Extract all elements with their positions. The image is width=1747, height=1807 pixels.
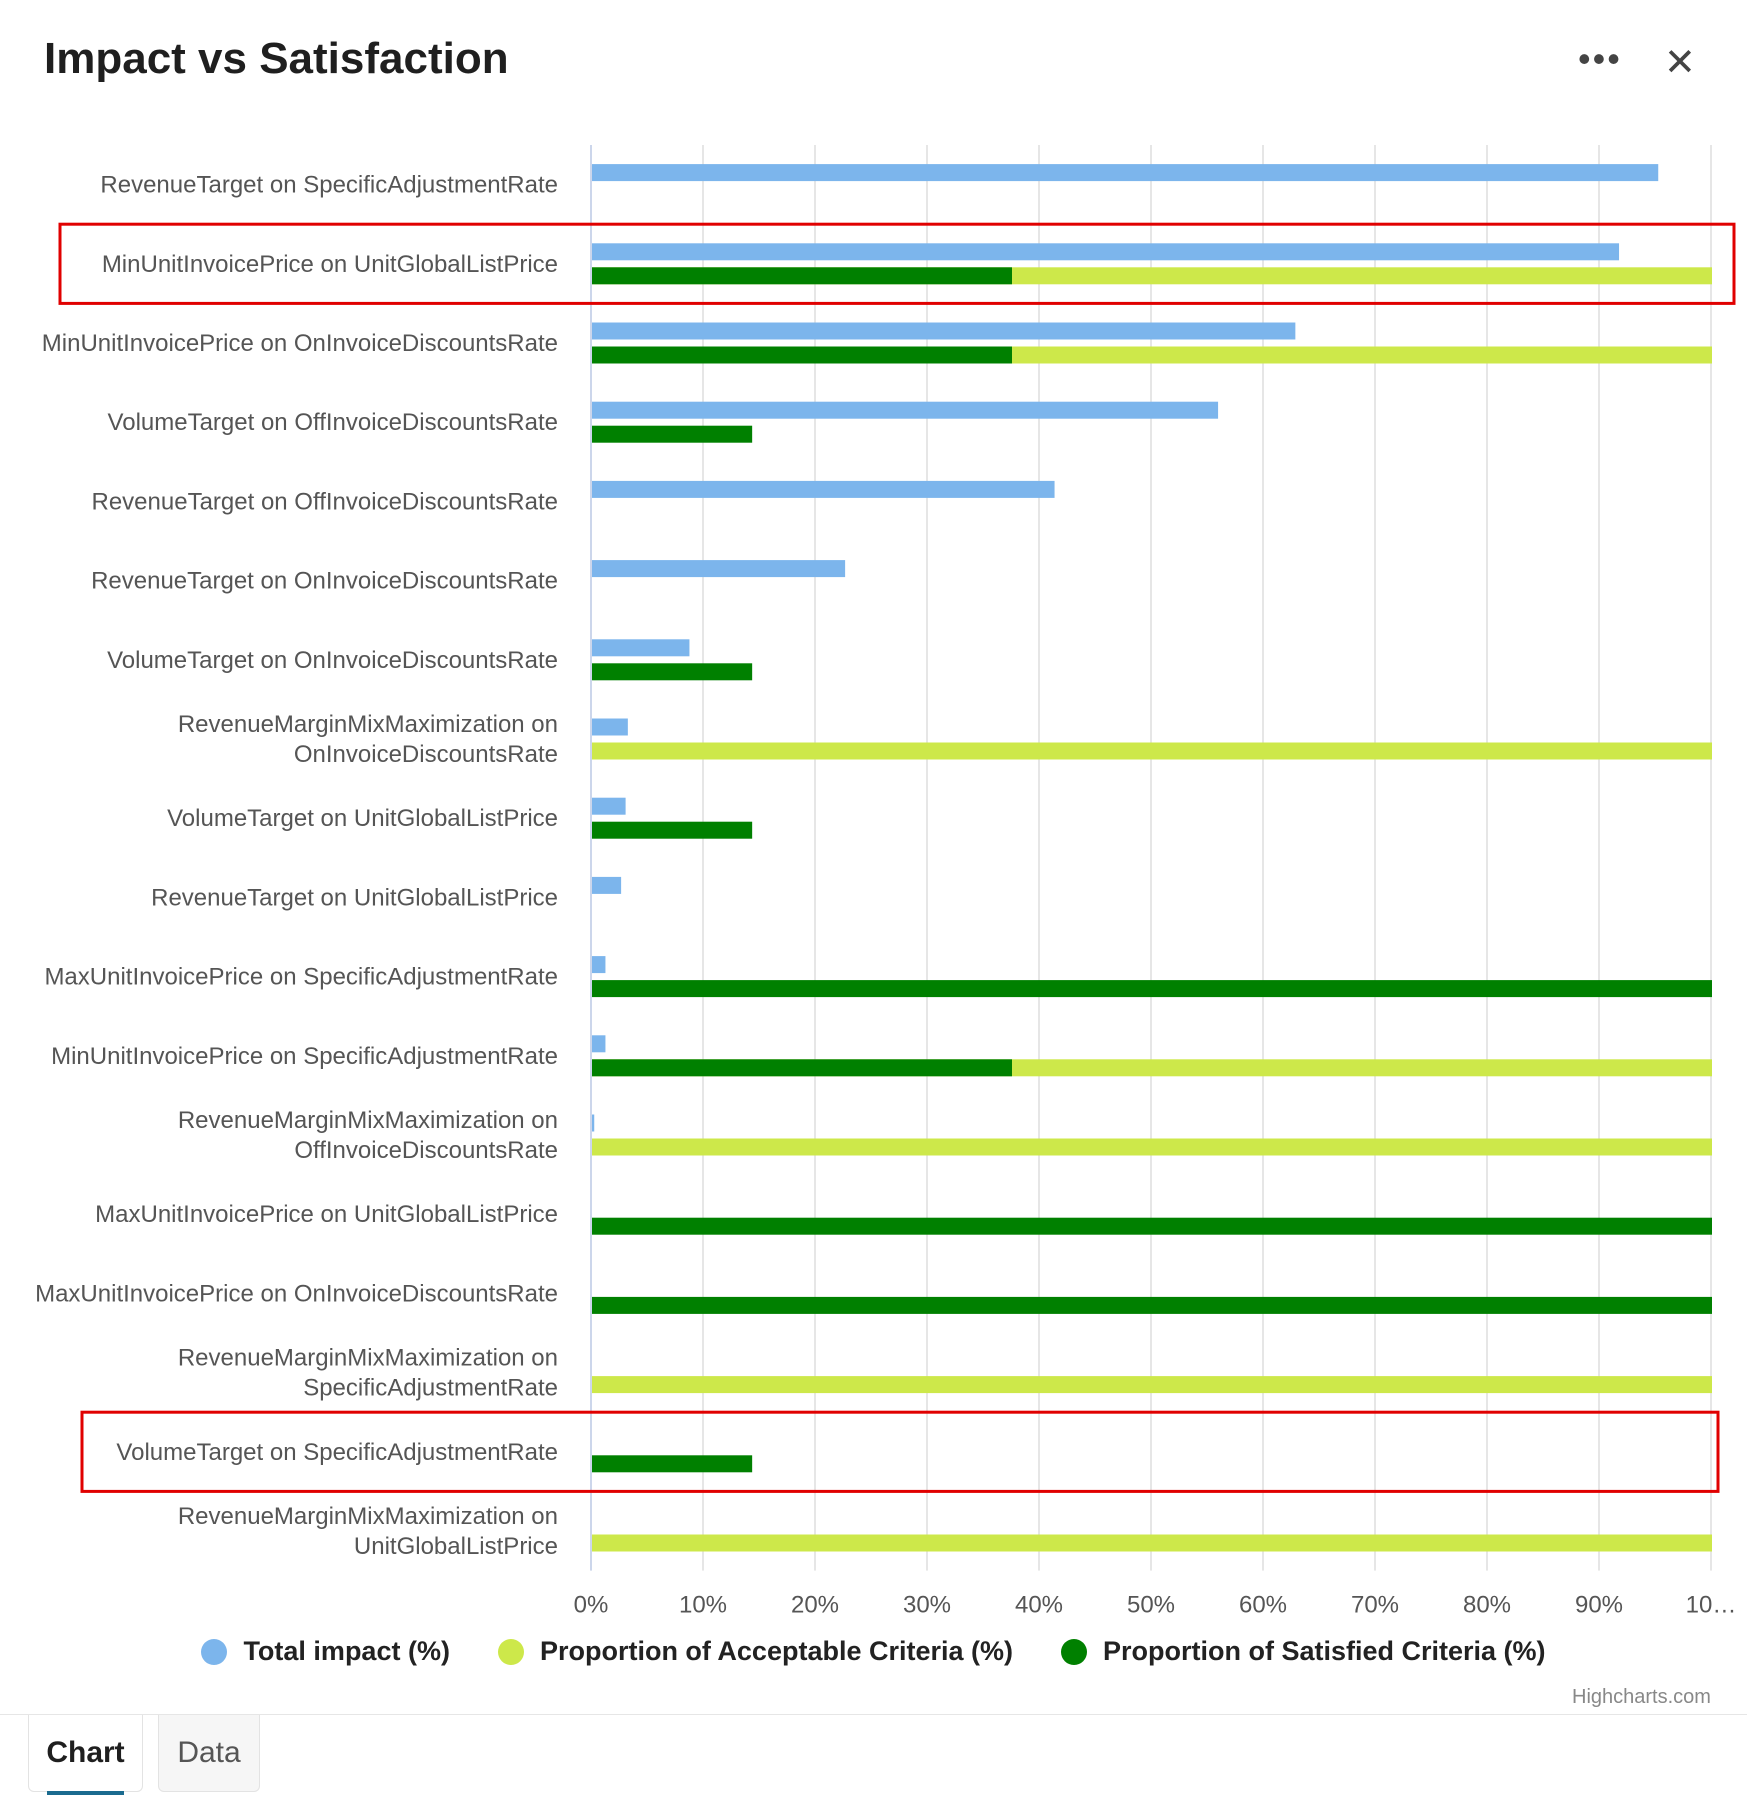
- bar-acceptable-criteria: [592, 1534, 1712, 1552]
- x-tick-label: 60%: [1239, 1592, 1287, 1619]
- legend-label: Total impact (%): [243, 1636, 450, 1666]
- category-label: RevenueMarginMixMaximization on: [178, 711, 558, 738]
- bar-acceptable-criteria: [592, 742, 1712, 760]
- category-label: UnitGlobalListPrice: [354, 1533, 558, 1560]
- bar-satisfied-criteria: [592, 821, 753, 839]
- bar-total-impact: [592, 1035, 606, 1053]
- category-label: VolumeTarget on UnitGlobalListPrice: [167, 805, 558, 832]
- highcharts-credit[interactable]: Highcharts.com: [1572, 1686, 1711, 1708]
- more-options-icon[interactable]: •••: [1578, 38, 1622, 79]
- category-label: MaxUnitInvoicePrice on UnitGlobalListPri…: [95, 1201, 558, 1228]
- legend-marker-total-impact: [201, 1638, 228, 1665]
- chart-legend: Total impact (%) Proportion of Acceptabl…: [0, 1636, 1747, 1667]
- x-tick-label: 80%: [1463, 1592, 1511, 1619]
- category-label: MaxUnitInvoicePrice on SpecificAdjustmen…: [44, 964, 558, 991]
- category-label: VolumeTarget on SpecificAdjustmentRate: [116, 1439, 558, 1466]
- category-label: RevenueTarget on OnInvoiceDiscountsRate: [91, 568, 558, 595]
- page-title: Impact vs Satisfaction: [44, 34, 509, 83]
- category-label: MaxUnitInvoicePrice on OnInvoiceDiscount…: [35, 1280, 558, 1307]
- highlight-box: [58, 222, 1736, 305]
- bar-satisfied-criteria: [592, 346, 1012, 364]
- x-tick-label: 50%: [1127, 1592, 1175, 1619]
- x-tick-label: 10…: [1686, 1592, 1737, 1619]
- bar-total-impact: [592, 322, 1296, 340]
- bar-total-impact: [592, 560, 846, 578]
- bar-satisfied-criteria: [592, 1455, 753, 1473]
- category-label: RevenueMarginMixMaximization on: [178, 1503, 558, 1530]
- x-tick-label: 40%: [1015, 1592, 1063, 1619]
- x-tick-label: 30%: [903, 1592, 951, 1619]
- bar-total-impact: [592, 1114, 595, 1132]
- category-label: OffInvoiceDiscountsRate: [294, 1137, 558, 1164]
- x-tick-label: 0%: [574, 1592, 609, 1619]
- bar-total-impact: [592, 164, 1659, 182]
- legend-marker-acceptable: [497, 1638, 524, 1665]
- bar-total-impact: [592, 797, 626, 815]
- category-label: MinUnitInvoicePrice on UnitGlobalListPri…: [102, 251, 558, 278]
- category-label: OnInvoiceDiscountsRate: [294, 741, 558, 768]
- bar-total-impact: [592, 718, 628, 736]
- legend-marker-satisfied: [1061, 1638, 1088, 1665]
- legend-item-acceptable[interactable]: Proportion of Acceptable Criteria (%): [497, 1636, 1014, 1667]
- bar-satisfied-criteria: [592, 1296, 1712, 1314]
- category-label: VolumeTarget on OffInvoiceDiscountsRate: [108, 409, 558, 436]
- category-label: RevenueMarginMixMaximization on: [178, 1107, 558, 1134]
- category-label: RevenueMarginMixMaximization on: [178, 1345, 558, 1372]
- category-label: RevenueTarget on OffInvoiceDiscountsRate: [92, 488, 559, 515]
- legend-label: Proportion of Satisfied Criteria (%): [1103, 1636, 1546, 1666]
- bar-total-impact: [592, 876, 622, 894]
- legend-item-total-impact[interactable]: Total impact (%): [201, 1636, 450, 1667]
- bar-satisfied-criteria: [592, 267, 1012, 285]
- bar-acceptable-criteria: [592, 1376, 1712, 1394]
- category-label: MinUnitInvoicePrice on SpecificAdjustmen…: [51, 1043, 558, 1070]
- x-tick-label: 70%: [1351, 1592, 1399, 1619]
- bar-satisfied-criteria: [592, 425, 753, 443]
- tab-bar: Chart Data: [0, 1714, 1747, 1807]
- tab-chart[interactable]: Chart: [28, 1715, 143, 1795]
- category-label: RevenueTarget on SpecificAdjustmentRate: [100, 172, 558, 199]
- x-tick-label: 20%: [791, 1592, 839, 1619]
- category-label: MinUnitInvoicePrice on OnInvoiceDiscount…: [42, 330, 558, 357]
- bar-total-impact: [592, 401, 1219, 419]
- x-tick-label: 10%: [679, 1592, 727, 1619]
- bar-satisfied-criteria: [592, 1217, 1712, 1235]
- x-tick-label: 90%: [1575, 1592, 1623, 1619]
- bar-acceptable-criteria: [592, 1138, 1712, 1156]
- tab-data[interactable]: Data: [158, 1715, 260, 1792]
- legend-item-satisfied[interactable]: Proportion of Satisfied Criteria (%): [1061, 1636, 1546, 1667]
- highlight-box: [80, 1410, 1720, 1493]
- bar-satisfied-criteria: [592, 1059, 1012, 1077]
- legend-label: Proportion of Acceptable Criteria (%): [539, 1636, 1014, 1666]
- bar-satisfied-criteria: [592, 663, 753, 681]
- category-label: SpecificAdjustmentRate: [303, 1375, 558, 1402]
- category-label: VolumeTarget on OnInvoiceDiscountsRate: [107, 647, 558, 674]
- bar-total-impact: [592, 639, 690, 657]
- bar-total-impact: [592, 480, 1055, 498]
- bar-satisfied-criteria: [592, 980, 1712, 998]
- category-label: RevenueTarget on UnitGlobalListPrice: [151, 884, 558, 911]
- bar-total-impact: [592, 243, 1620, 261]
- impact-satisfaction-chart: 0% 10% 20% 30% 40% 50% 60% 70% 80% 90% 10… RevenueT…: [35, 145, 1737, 1619]
- bar-total-impact: [592, 956, 606, 974]
- close-icon[interactable]: ✕: [1664, 42, 1696, 84]
